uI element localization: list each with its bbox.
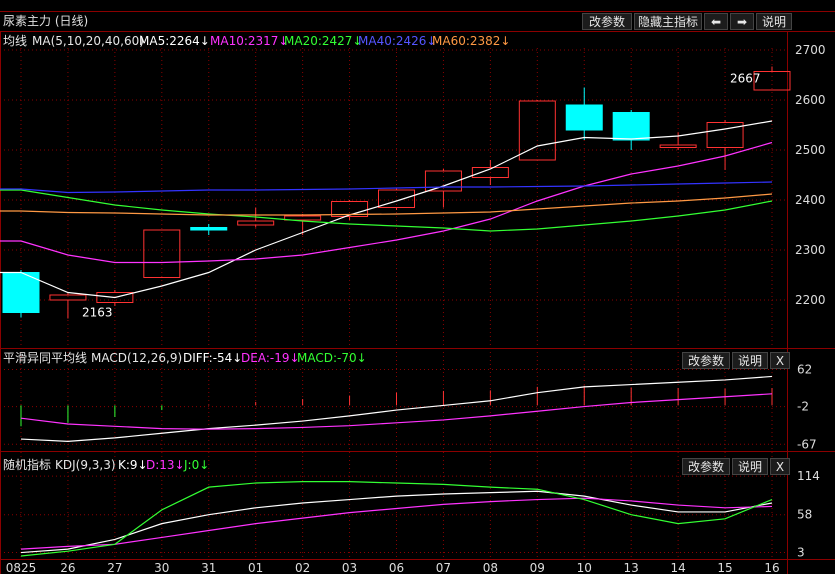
ma10-label: MA10:2317↓ <box>210 34 288 48</box>
x-tick-label: 01 <box>248 561 263 574</box>
x-tick-label: 27 <box>107 561 122 574</box>
y-tick-label: 2600 <box>795 93 826 107</box>
kdj-panel-label: 随机指标 <box>3 457 51 472</box>
candle-body <box>237 220 275 226</box>
x-tick-label: 06 <box>389 561 404 574</box>
macd-y-tick-label: 62 <box>797 362 812 376</box>
candle-body <box>471 167 509 178</box>
candle-body <box>49 294 87 301</box>
candle-body <box>143 229 181 278</box>
macd-y-tick-label: -2 <box>797 400 809 414</box>
x-tick-label: 13 <box>624 561 639 574</box>
kdj-y-tick-label: 58 <box>797 508 812 522</box>
right-arrow-button[interactable]: ➡ <box>730 13 754 30</box>
ma-formula: MA(5,10,20,40,60) <box>32 34 144 48</box>
x-tick-label: 15 <box>717 561 732 574</box>
x-tick-label: 30 <box>154 561 169 574</box>
ma5-label: MA5:2264↓ <box>139 34 210 48</box>
x-tick-label: 08 <box>483 561 498 574</box>
macd-close-button[interactable]: X <box>770 352 790 369</box>
candle-body <box>331 201 369 217</box>
dea-label: DEA:-19↓ <box>241 351 300 365</box>
low-price-marker: 2163 <box>82 306 113 320</box>
kdj-line-j <box>20 481 773 557</box>
macd-y-tick-label: -67 <box>797 437 817 451</box>
x-tick-label: 0825 <box>6 561 37 574</box>
candle-body <box>518 100 556 161</box>
x-tick-label: 26 <box>60 561 75 574</box>
candle-body <box>565 104 603 131</box>
x-tick-label: 10 <box>577 561 592 574</box>
y-tick-label: 2300 <box>795 243 826 257</box>
macd-change-params-button[interactable]: 改参数 <box>682 352 730 369</box>
kdj-line-k <box>20 490 773 554</box>
candle-body <box>96 292 134 303</box>
macd-formula: MACD(12,26,9) <box>91 351 182 365</box>
j-label: J:0↓ <box>183 458 209 472</box>
ma-line-ma60 <box>20 193 773 216</box>
ma-line-ma20 <box>20 189 773 232</box>
kdj-y-tick-label: 114 <box>797 469 820 483</box>
candle-body <box>753 71 791 91</box>
diff-label: DIFF:-54↓ <box>183 351 242 365</box>
x-tick-label: 31 <box>201 561 216 574</box>
candle-body <box>284 215 322 221</box>
kdj-line-d <box>20 497 773 550</box>
kdj-close-button[interactable]: X <box>770 458 790 475</box>
x-tick-label: 03 <box>342 561 357 574</box>
ma-line-ma40 <box>20 181 773 194</box>
candle-body <box>659 144 697 148</box>
d-label: D:13↓ <box>146 458 185 472</box>
ma-label: 均线 <box>3 34 27 48</box>
ma-line-ma5 <box>20 120 773 299</box>
k-label: K:9↓ <box>118 458 148 472</box>
y-tick-label: 2400 <box>795 193 826 207</box>
left-arrow-button[interactable]: ⬅ <box>704 13 728 30</box>
x-tick-label: 07 <box>436 561 451 574</box>
candle-body <box>378 189 415 208</box>
macd-panel-label: 平滑异同平均线 <box>3 351 87 365</box>
help-button[interactable]: 说明 <box>756 13 792 30</box>
ma20-label: MA20:2427↓ <box>284 34 362 48</box>
x-tick-label: 16 <box>764 561 779 574</box>
change-params-button[interactable]: 改参数 <box>582 13 632 30</box>
macd-line-diff <box>20 375 773 442</box>
kdj-change-params-button[interactable]: 改参数 <box>682 458 730 475</box>
candle-body <box>612 112 650 141</box>
kdj-formula: KDJ(9,3,3) <box>55 458 116 472</box>
kdj-help-button[interactable]: 说明 <box>732 458 768 475</box>
chart-title: 尿素主力 (日线) <box>3 14 88 28</box>
y-tick-label: 2700 <box>795 43 826 57</box>
y-tick-label: 2200 <box>795 293 826 307</box>
candle-body <box>190 227 228 231</box>
macd-value-label: MACD:-70↓ <box>297 351 367 365</box>
macd-line-dea <box>20 393 773 430</box>
high-price-marker: 2667 <box>730 72 761 86</box>
candle-body <box>2 272 40 313</box>
x-tick-label: 02 <box>295 561 310 574</box>
x-tick-label: 09 <box>530 561 545 574</box>
ma60-label: MA60:2382↓ <box>432 34 510 48</box>
macd-help-button[interactable]: 说明 <box>732 352 768 369</box>
hide-main-indicator-button[interactable]: 隐藏主指标 <box>634 13 702 30</box>
y-tick-label: 2500 <box>795 143 826 157</box>
kdj-y-tick-label: 3 <box>797 546 805 560</box>
x-tick-label: 14 <box>670 561 685 574</box>
ma40-label: MA40:2426↓ <box>358 34 436 48</box>
ma-line-ma10 <box>20 141 773 264</box>
candle-body <box>424 170 462 192</box>
candle-body <box>706 122 744 148</box>
